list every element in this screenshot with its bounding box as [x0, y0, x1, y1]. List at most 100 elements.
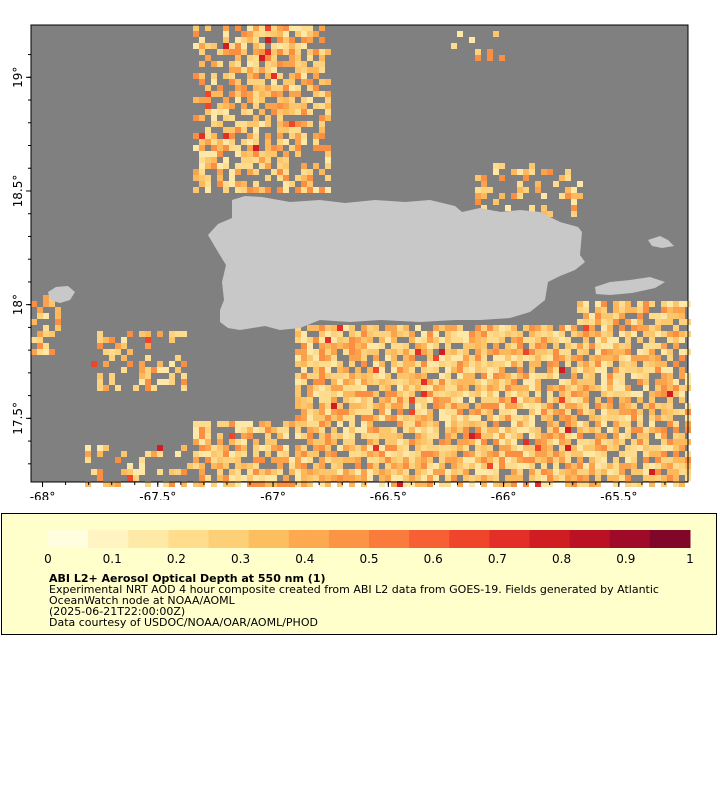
aod-cell — [637, 439, 643, 445]
aod-cell — [355, 391, 361, 397]
aod-cell — [619, 391, 625, 397]
aod-cell — [277, 169, 283, 175]
aod-cell — [661, 403, 667, 409]
aod-cell — [631, 373, 637, 379]
aod-cell — [379, 397, 385, 403]
aod-cell — [253, 67, 259, 73]
aod-cell — [193, 175, 199, 181]
aod-cell — [199, 49, 205, 55]
aod-cell — [241, 151, 247, 157]
aod-cell — [277, 121, 283, 127]
aod-cell — [631, 457, 637, 463]
aod-cell — [427, 451, 433, 457]
aod-cell — [547, 211, 553, 217]
aod-cell — [343, 373, 349, 379]
aod-cell — [373, 415, 379, 421]
aod-cell — [445, 373, 451, 379]
aod-cell — [313, 349, 319, 355]
aod-cell — [223, 43, 229, 49]
aod-cell — [427, 361, 433, 367]
aod-cell — [403, 391, 409, 397]
aod-cell — [673, 385, 679, 391]
aod-cell — [295, 427, 301, 433]
aod-cell — [559, 445, 565, 451]
aod-cell — [625, 409, 631, 415]
aod-cell — [463, 427, 469, 433]
colorbar-segment — [429, 530, 450, 548]
aod-cell — [211, 73, 217, 79]
aod-cell — [253, 79, 259, 85]
aod-cell — [235, 481, 241, 487]
aod-cell — [205, 151, 211, 157]
aod-cell — [427, 337, 433, 343]
aod-cell — [31, 349, 37, 355]
aod-cell — [199, 139, 205, 145]
aod-cell — [649, 421, 655, 427]
aod-cell — [409, 409, 415, 415]
aod-cell — [295, 127, 301, 133]
aod-cell — [643, 463, 649, 469]
aod-cell — [271, 457, 277, 463]
aod-cell — [613, 391, 619, 397]
aod-cell — [565, 469, 571, 475]
aod-cell — [469, 463, 475, 469]
aod-cell — [661, 319, 667, 325]
aod-cell — [547, 349, 553, 355]
aod-cell — [241, 67, 247, 73]
aod-cell — [595, 475, 601, 481]
aod-cell — [601, 355, 607, 361]
lat-tick-label: 17.5° — [11, 402, 25, 435]
aod-cell — [295, 331, 301, 337]
aod-cell — [349, 325, 355, 331]
aod-cell — [487, 349, 493, 355]
aod-cell — [211, 445, 217, 451]
aod-cell — [343, 379, 349, 385]
aod-cell — [397, 415, 403, 421]
aod-cell — [223, 97, 229, 103]
aod-cell — [97, 379, 103, 385]
aod-cell — [619, 361, 625, 367]
aod-cell — [361, 373, 367, 379]
aod-cell — [37, 343, 43, 349]
aod-cell — [319, 337, 325, 343]
aod-cell — [403, 481, 409, 487]
aod-cell — [277, 175, 283, 181]
aod-cell — [667, 409, 673, 415]
aod-cell — [397, 469, 403, 475]
aod-cell — [295, 463, 301, 469]
aod-cell — [313, 49, 319, 55]
aod-cell — [487, 463, 493, 469]
aod-cell — [139, 469, 145, 475]
aod-cell — [169, 481, 175, 487]
aod-cell — [43, 349, 49, 355]
colorbar-segment — [409, 530, 430, 548]
aod-cell — [475, 415, 481, 421]
aod-cell — [283, 139, 289, 145]
aod-cell — [619, 301, 625, 307]
aod-cell — [619, 397, 625, 403]
aod-cell — [505, 361, 511, 367]
aod-cell — [349, 385, 355, 391]
aod-cell — [619, 475, 625, 481]
aod-cell — [637, 409, 643, 415]
colorbar-segment — [108, 530, 129, 548]
aod-cell — [535, 469, 541, 475]
aod-cell — [307, 427, 313, 433]
aod-cell — [241, 421, 247, 427]
colorbar-segment — [469, 530, 490, 548]
aod-cell — [487, 49, 493, 55]
aod-cell — [289, 463, 295, 469]
aod-cell — [367, 415, 373, 421]
aod-cell — [631, 451, 637, 457]
aod-cell — [385, 427, 391, 433]
aod-cell — [391, 325, 397, 331]
aod-cell — [343, 325, 349, 331]
aod-cell — [223, 115, 229, 121]
aod-cell — [601, 307, 607, 313]
aod-cell — [577, 349, 583, 355]
aod-cell — [451, 457, 457, 463]
aod-cell — [523, 175, 529, 181]
aod-cell — [427, 397, 433, 403]
aod-cell — [451, 397, 457, 403]
aod-cell — [385, 415, 391, 421]
